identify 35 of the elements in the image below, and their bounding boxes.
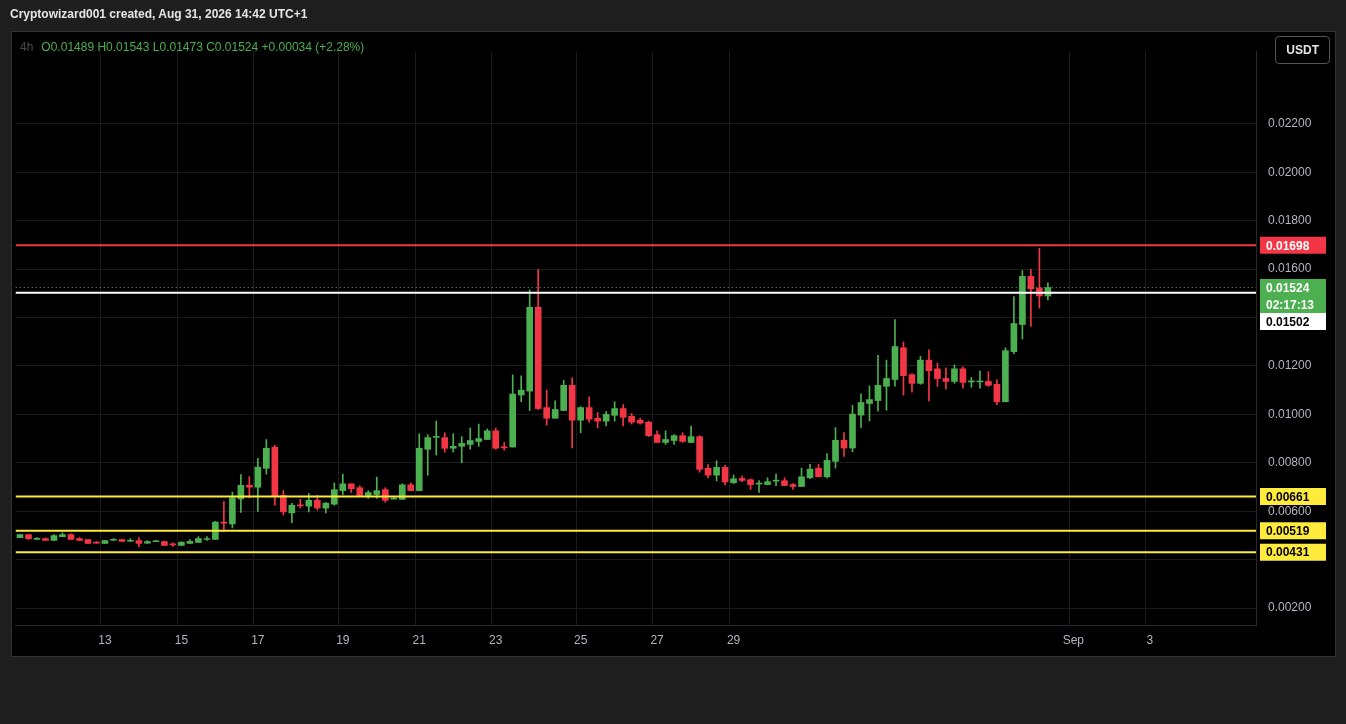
x-tick-label: 21 [412,632,427,647]
ref-line-label: 0.00431 [1266,545,1310,560]
x-tick-label: 19 [336,632,350,647]
x-tick-label: 29 [726,632,741,647]
ref-line-label: 0.01524 [1266,280,1310,295]
y-tick-label: 0.00800 [1268,455,1312,470]
chart-subtitle: O0.01489 H0.01543 L0.01473 C0.01524 +0.00034 (+2.28%) [41,40,365,54]
ref-line-label: 0.00519 [1266,524,1310,539]
text: Cryptowizard001 created, Aug 31, 2026 14:42 UTC+1 [10,7,308,21]
y-tick-label: 0.01800 [1268,212,1312,227]
y-tick-label: 0.00600 [1268,503,1312,518]
candlestick [500,442,508,451]
y-axis-title: USDT [1275,36,1330,64]
x-tick-label: 3 [1146,632,1154,647]
x-tick-label: 17 [251,632,265,647]
y-tick-label: 0.01000 [1268,406,1312,421]
text: 02:17:13 [1266,297,1315,312]
candlestick [942,367,950,390]
y-tick-label: 0.02200 [1268,116,1312,131]
ref-line-label: 0.01698 [1266,238,1310,253]
x-tick-label: 25 [573,632,588,647]
candlestick [432,420,440,456]
x-tick-label: 13 [98,632,112,647]
y-tick-label: 0.01600 [1268,261,1312,276]
x-tick-label: 15 [174,632,189,647]
chart-title: 4h [20,40,34,54]
y-tick-label: 0.01200 [1268,358,1312,373]
ref-line-label: 0.01502 [1266,314,1310,329]
candlestick [772,473,780,486]
y-tick-label: 0.00200 [1268,600,1312,615]
y-tick-label: 0.02000 [1268,164,1312,179]
x-tick-label: 27 [650,632,665,647]
ref-line-label: 0.00661 [1266,489,1310,504]
x-tick-label: Sep [1062,632,1085,647]
x-tick-label: 23 [489,632,503,647]
